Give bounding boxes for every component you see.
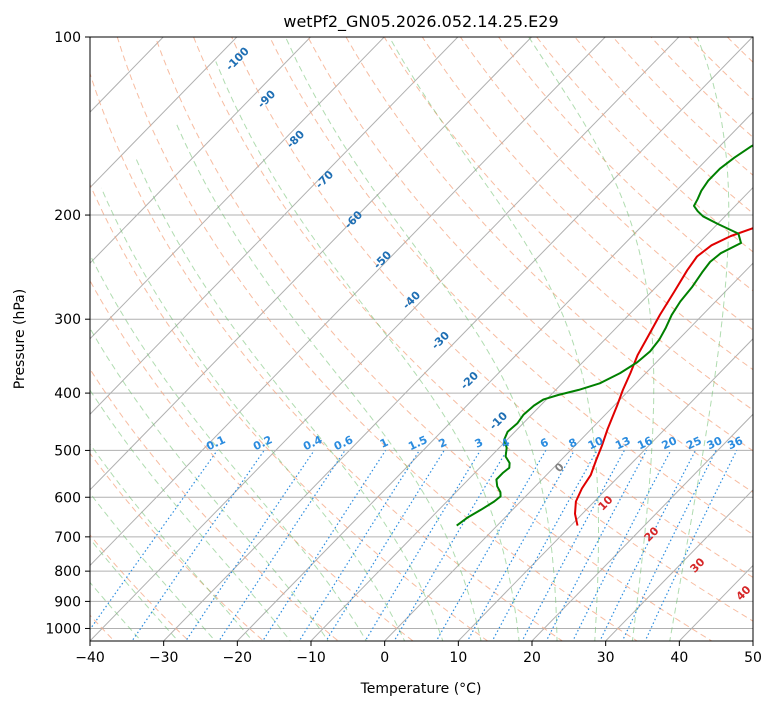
dry-adiabat-line — [90, 452, 265, 641]
mixing-ratio-line — [131, 450, 265, 641]
moist-adiabat-line — [90, 327, 329, 641]
y-tick-label: 900 — [54, 594, 81, 610]
moist-adiabat-line — [90, 492, 216, 641]
mixing-ratio-label: 10 — [586, 434, 606, 452]
x-tick-label: −10 — [296, 650, 326, 666]
moist-adiabat-line — [90, 581, 142, 641]
dry-adiabat-line — [154, 37, 713, 641]
isotherm-line — [236, 111, 753, 641]
mixing-ratio-label: 13 — [613, 434, 632, 452]
x-tick-label: 50 — [744, 650, 762, 666]
chart-title: wetPf2_GN05.2026.052.14.25.E29 — [283, 12, 558, 32]
x-tick-label: 20 — [523, 650, 541, 666]
x-tick-label: −20 — [223, 650, 253, 666]
isotherm-line — [90, 37, 238, 189]
y-tick-label: 200 — [54, 208, 81, 224]
mixing-ratio-label: 20 — [660, 434, 680, 452]
mixing-ratio-label: 36 — [726, 434, 746, 452]
moist-adiabat-line — [90, 443, 254, 641]
y-tick-label: 600 — [54, 490, 81, 506]
isotherm-line — [162, 37, 753, 641]
mixing-ratio-line — [218, 450, 346, 641]
x-tick-label: 0 — [380, 650, 389, 666]
x-tick-label: −40 — [75, 650, 105, 666]
plot-frame — [89, 36, 754, 642]
moist-adiabat-line — [90, 538, 179, 641]
y-tick-label: 100 — [54, 30, 81, 46]
moist-adiabat-line — [135, 157, 444, 641]
dry-adiabat-line — [383, 37, 753, 411]
dry-adiabat-line — [650, 37, 753, 138]
mixing-ratio-label: 25 — [684, 434, 703, 452]
isotherm-line — [457, 338, 753, 641]
x-tick-label: −30 — [149, 650, 179, 666]
moist-adiabat-line — [90, 253, 367, 641]
axes: −40 −30 −20 −10 0 10 20 30 40 50 100 200 300 400 500 60… — [45, 30, 762, 666]
moist-adiabat-line — [215, 61, 520, 641]
dry-adiabat-line — [421, 37, 753, 371]
mixing-ratio-line — [262, 450, 387, 641]
dry-adiabat-line — [90, 279, 414, 641]
dry-adiabat-line — [536, 37, 753, 253]
mixing-ratio-line — [393, 450, 508, 641]
moist-adiabat-line — [100, 187, 406, 641]
mixing-ratio-line — [599, 450, 697, 641]
isotherm-line — [383, 262, 753, 641]
mixing-ratio-line — [90, 450, 218, 631]
plot-area — [90, 37, 753, 641]
mixing-ratio-line — [466, 450, 575, 641]
dry-adiabat-line — [90, 183, 489, 641]
y-tick-label: 800 — [54, 564, 81, 580]
mixing-ratio-line — [621, 450, 717, 641]
dry-adiabat-line — [90, 72, 564, 641]
isotherm-line — [310, 186, 753, 641]
moist-adiabat-line — [90, 389, 291, 641]
temperature-profile-line — [574, 227, 753, 526]
dry-adiabat-line — [90, 534, 190, 641]
y-axis-label: Pressure (hPa) — [12, 289, 28, 389]
x-tick-label: 40 — [670, 650, 688, 666]
dry-adiabat-line — [269, 37, 753, 536]
y-tick-label: 700 — [54, 530, 81, 546]
mixing-ratio-line — [364, 450, 481, 641]
mixing-ratio-label: 30 — [705, 434, 725, 452]
moist-adiabat-line — [528, 37, 655, 641]
dry-adiabat-line — [193, 37, 753, 622]
dewpoint-profile-line — [456, 144, 753, 527]
mixing-ratio-line — [435, 450, 547, 641]
mixing-ratio-line — [185, 450, 315, 641]
isotherm-line — [90, 37, 312, 264]
moist-adiabat-line — [388, 37, 599, 641]
mixing-ratio-line — [572, 450, 672, 641]
mixing-ratio-label: 16 — [635, 434, 655, 452]
moist-adiabat-line — [284, 37, 558, 641]
dry-adiabat-line — [307, 37, 753, 493]
y-tick-label: 500 — [54, 443, 81, 459]
isotherm-line — [90, 37, 533, 491]
dry-adiabat-line — [574, 37, 753, 215]
isotherm-line — [90, 37, 459, 415]
mixing-ratio-line — [644, 450, 738, 641]
moist-adiabat-line — [669, 37, 730, 641]
isotherm-line — [90, 37, 680, 641]
mixing-ratio-line — [491, 450, 598, 641]
x-tick-label: 30 — [597, 650, 615, 666]
y-tick-label: 300 — [54, 312, 81, 328]
dry-adiabat-line — [612, 37, 753, 176]
dry-adiabat-line — [231, 37, 753, 578]
x-axis-label: Temperature (°C) — [360, 681, 482, 697]
isotherm-line — [90, 37, 606, 567]
y-tick-label: 1000 — [45, 621, 81, 637]
isotherm-line — [604, 489, 753, 641]
isotherm-line — [531, 413, 753, 641]
moist-adiabat-line — [175, 123, 482, 641]
y-tick-label: 400 — [54, 386, 81, 402]
dry-adiabat-line — [116, 37, 638, 641]
x-tick-label: 10 — [449, 650, 467, 666]
